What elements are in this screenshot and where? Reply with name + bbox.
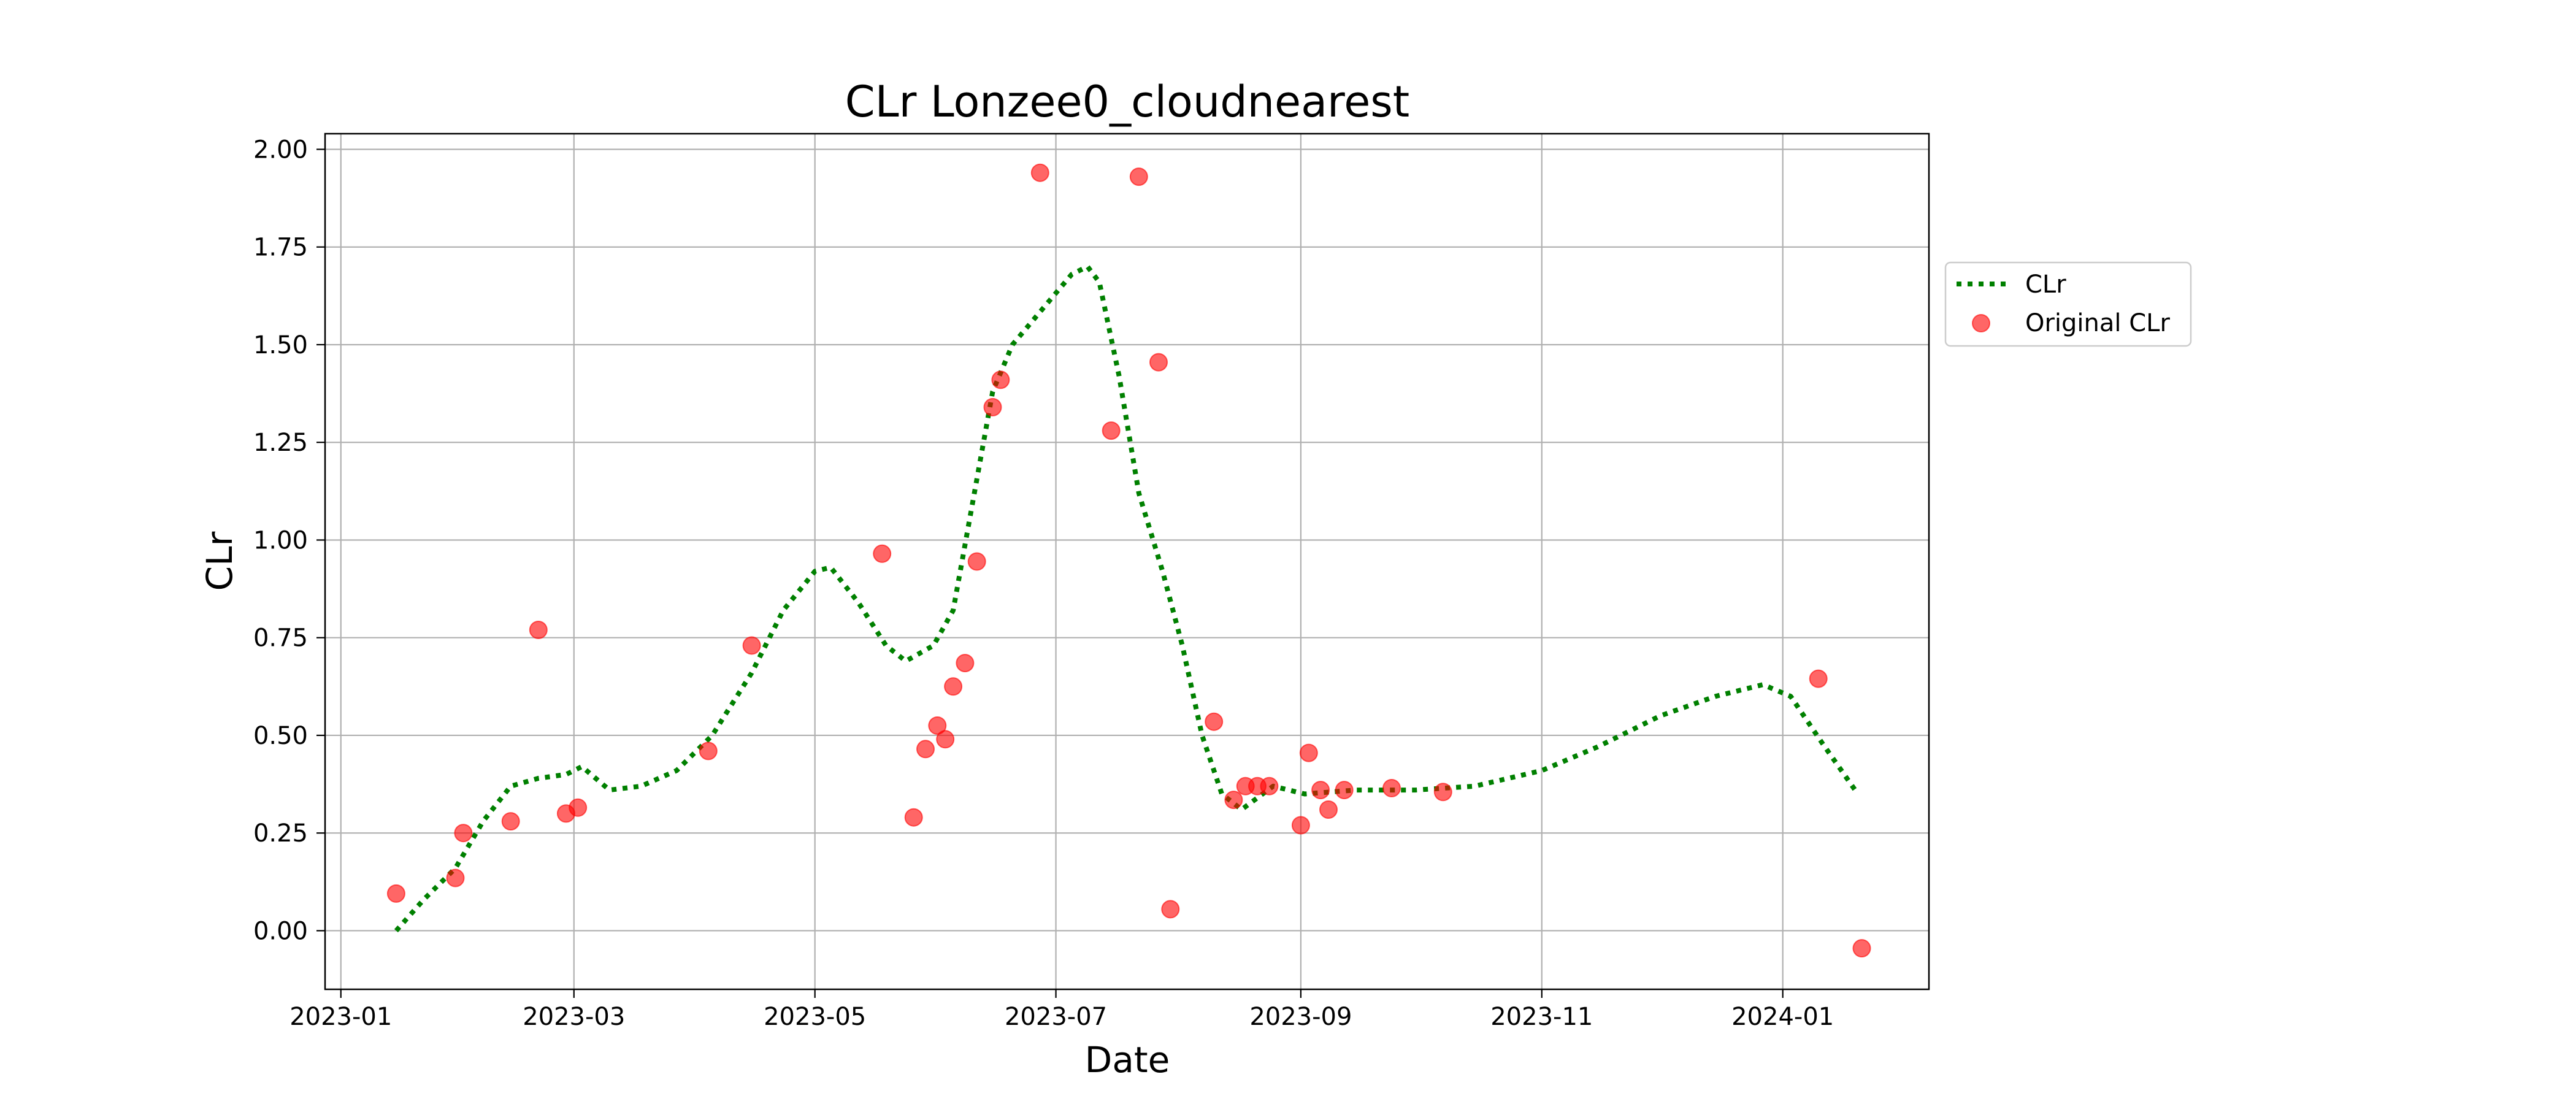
original-clr-point bbox=[1852, 939, 1871, 958]
original-clr-point bbox=[967, 552, 986, 571]
original-clr-point bbox=[1205, 712, 1224, 731]
original-clr-point bbox=[1102, 421, 1121, 440]
original-clr-point bbox=[991, 370, 1010, 389]
original-clr-point bbox=[1161, 900, 1180, 919]
original-clr-point bbox=[1311, 781, 1330, 800]
y-tick-label: 0.25 bbox=[253, 819, 308, 848]
y-tick-label: 1.00 bbox=[253, 526, 308, 554]
original-clr-point bbox=[569, 798, 588, 817]
original-clr-point bbox=[1335, 781, 1354, 800]
x-tick-label: 2023-09 bbox=[1249, 1003, 1352, 1031]
legend-original-clr-label: Original CLr bbox=[2025, 309, 2170, 337]
original-clr-point bbox=[1433, 783, 1452, 802]
y-tick-label: 0.00 bbox=[253, 917, 308, 945]
original-clr-point bbox=[956, 654, 975, 673]
original-clr-point bbox=[529, 621, 548, 639]
original-clr-point bbox=[699, 742, 718, 761]
original-clr-point bbox=[916, 740, 935, 759]
original-clr-point bbox=[1149, 353, 1168, 372]
original-clr-point bbox=[928, 716, 947, 735]
original-clr-point bbox=[386, 884, 405, 903]
y-tick-label: 0.50 bbox=[253, 722, 308, 750]
y-tick-label: 1.75 bbox=[253, 234, 308, 262]
y-tick-label: 2.00 bbox=[253, 136, 308, 164]
axis-ticks: 2023-01 2023-03 2023-05 2023-07 2023-09 2023-… bbox=[253, 136, 1834, 1031]
original-clr-point bbox=[904, 808, 923, 827]
original-clr-point bbox=[446, 868, 465, 887]
grid-lines bbox=[325, 134, 1929, 989]
original-clr-point bbox=[1319, 800, 1338, 819]
x-axis-label: Date bbox=[1085, 1039, 1170, 1081]
original-clr-point bbox=[742, 636, 761, 655]
original-clr-point bbox=[1129, 167, 1148, 186]
x-tick-label: 2023-11 bbox=[1490, 1003, 1593, 1031]
x-tick-label: 2023-01 bbox=[289, 1003, 392, 1031]
legend-frame bbox=[1944, 261, 2192, 347]
legend: CLr Original CLr bbox=[1944, 261, 2192, 347]
y-tick-label: 1.25 bbox=[253, 429, 308, 457]
original-clr-point bbox=[1299, 743, 1318, 762]
original-clr-point bbox=[873, 544, 892, 563]
original-clr-point bbox=[1291, 816, 1310, 835]
chart-title: CLr Lonzee0_cloudnearest bbox=[845, 77, 1409, 127]
original-clr-point bbox=[936, 730, 955, 749]
x-tick-label: 2023-05 bbox=[764, 1003, 866, 1031]
x-tick-label: 2024-01 bbox=[1731, 1003, 1834, 1031]
original-clr-point bbox=[1382, 779, 1401, 797]
y-axis-label: CLr bbox=[199, 532, 240, 591]
legend-original-clr-swatch bbox=[1972, 314, 1990, 332]
original-clr-point bbox=[1030, 163, 1049, 182]
y-tick-label: 0.75 bbox=[253, 624, 308, 653]
original-clr-point bbox=[1224, 791, 1243, 810]
legend-clr-label: CLr bbox=[2025, 270, 2066, 299]
x-tick-label: 2023-07 bbox=[1005, 1003, 1107, 1031]
y-tick-label: 1.50 bbox=[253, 331, 308, 359]
original-clr-point bbox=[454, 824, 473, 843]
original-clr-point bbox=[983, 397, 1002, 416]
original-clr-point bbox=[501, 812, 520, 831]
series-original-clr-points bbox=[386, 163, 1871, 958]
original-clr-point bbox=[944, 677, 963, 696]
plot-frame bbox=[324, 132, 1930, 991]
x-tick-label: 2023-03 bbox=[523, 1003, 625, 1031]
original-clr-point bbox=[1809, 669, 1828, 688]
original-clr-point bbox=[1260, 776, 1279, 795]
